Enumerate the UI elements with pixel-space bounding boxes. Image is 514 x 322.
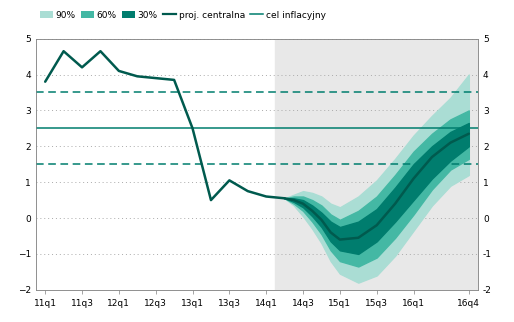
Bar <box>276 39 478 290</box>
Legend: 90%, 60%, 30%, proj. centralna, cel inflacyjny: 90%, 60%, 30%, proj. centralna, cel infl… <box>41 11 325 20</box>
